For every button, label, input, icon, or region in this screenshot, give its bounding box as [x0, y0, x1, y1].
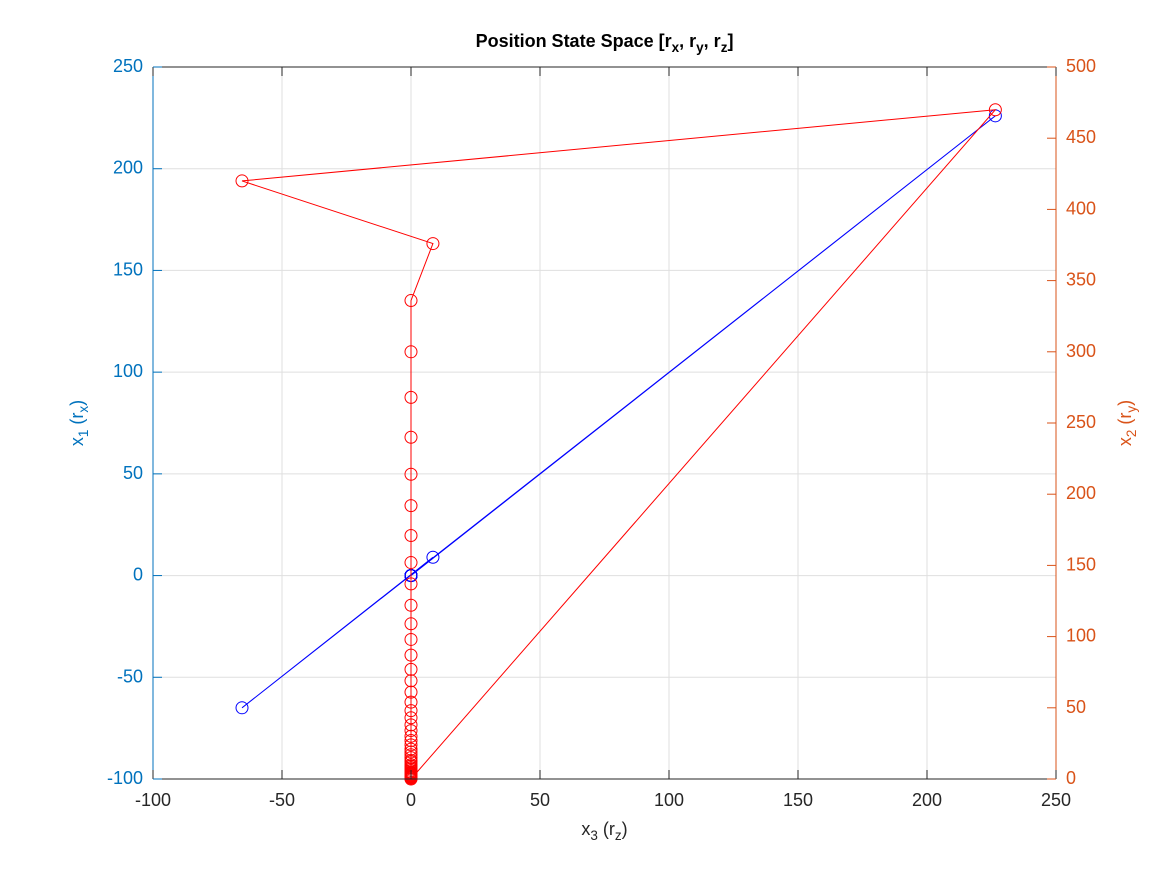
chart-title: Position State Space [rx​, ry​, rz​]	[476, 31, 734, 55]
y-tick-label: 100	[113, 361, 143, 381]
y2-tick-label: 400	[1066, 198, 1096, 218]
marker	[404, 577, 418, 591]
x-tick-label: 200	[912, 790, 942, 810]
marker	[404, 662, 418, 676]
x-tick-label: 250	[1041, 790, 1071, 810]
marker	[404, 695, 418, 709]
marker	[404, 499, 418, 513]
marker	[235, 174, 249, 188]
y-tick-label: -50	[117, 666, 143, 686]
y-tick-label: 250	[113, 56, 143, 76]
y2-tick-label: 250	[1066, 412, 1096, 432]
marker	[404, 718, 418, 732]
y2-tick-label: 350	[1066, 269, 1096, 289]
x-tick-label: -50	[269, 790, 295, 810]
y2-tick-label: 450	[1066, 127, 1096, 147]
y2-tick-label: 0	[1066, 768, 1076, 788]
marker	[404, 430, 418, 444]
y-tick-label: -100	[107, 768, 143, 788]
marker	[404, 390, 418, 404]
marker	[404, 734, 418, 748]
marker	[404, 556, 418, 570]
marker	[404, 745, 418, 759]
y2-tick-label: 100	[1066, 625, 1096, 645]
marker	[404, 632, 418, 646]
y2-tick-label: 500	[1066, 56, 1096, 76]
y2-tick-label: 300	[1066, 341, 1096, 361]
marker	[404, 751, 418, 765]
y-tick-label: 0	[133, 564, 143, 584]
x-tick-label: 100	[654, 790, 684, 810]
marker	[404, 294, 418, 308]
y-tick-label: 50	[123, 463, 143, 483]
marker	[235, 701, 249, 715]
marker	[426, 550, 440, 564]
x-tick-label: 50	[530, 790, 550, 810]
marker	[404, 704, 418, 718]
marker	[404, 598, 418, 612]
y-tick-label: 200	[113, 157, 143, 177]
marker	[988, 103, 1002, 117]
marker	[404, 711, 418, 725]
marker	[426, 237, 440, 251]
marker	[404, 742, 418, 756]
x-tick-label: 0	[406, 790, 416, 810]
marker	[404, 674, 418, 688]
x-tick-label: -100	[135, 790, 171, 810]
marker	[404, 467, 418, 481]
y2-tick-label: 50	[1066, 697, 1086, 717]
marker	[404, 748, 418, 762]
marker	[404, 685, 418, 699]
y-axis-label: x1​ (rx​)	[67, 400, 91, 446]
marker	[404, 648, 418, 662]
marker	[404, 345, 418, 359]
marker	[404, 528, 418, 542]
y2-tick-label: 150	[1066, 554, 1096, 574]
y-tick-label: 150	[113, 259, 143, 279]
y2-tick-label: 200	[1066, 483, 1096, 503]
y2-axis-label: x2​ (ry​)	[1115, 400, 1139, 446]
marker	[404, 729, 418, 743]
marker	[404, 738, 418, 752]
marker	[404, 724, 418, 738]
series-line	[241, 115, 996, 709]
marker	[404, 617, 418, 631]
x-axis-label: x3​ (rz​)	[581, 819, 627, 843]
x-tick-label: 150	[783, 790, 813, 810]
